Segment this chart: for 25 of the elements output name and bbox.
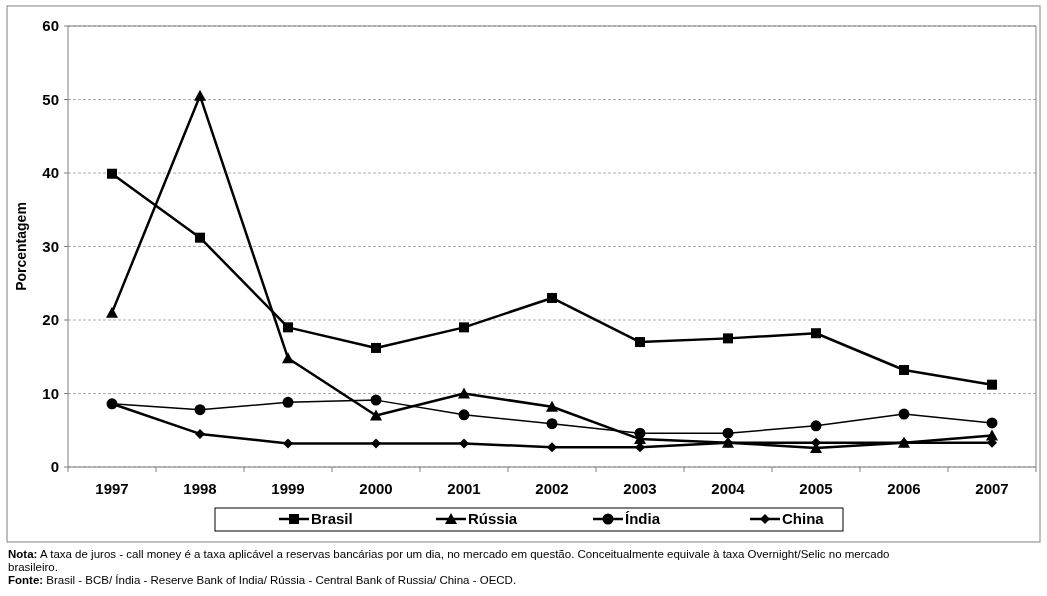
- y-tick-label: 20: [42, 311, 59, 329]
- y-tick-label: 40: [42, 164, 59, 182]
- source-note: Fonte: Brasil - BCB/ Índia - Reserve Bank of India/ Rússia - Central Bank of Russia/ China - OECD.: [8, 574, 517, 586]
- y-tick-label: 30: [42, 237, 59, 255]
- x-tick-label: 2005: [799, 480, 833, 497]
- legend-label: Brasil: [311, 510, 353, 528]
- x-tick-label: 1999: [271, 480, 305, 497]
- x-tick-label: 2003: [623, 480, 657, 497]
- x-tick-label: 2006: [887, 480, 921, 497]
- x-tick-label: 2000: [359, 480, 393, 497]
- y-axis-title: Porcentagem: [13, 202, 29, 291]
- legend-label: Índia: [625, 510, 661, 528]
- x-tick-label: 2004: [711, 480, 746, 497]
- x-tick-label: 1997: [95, 480, 129, 497]
- x-tick-label: 2001: [447, 480, 481, 497]
- y-tick-label: 60: [42, 17, 59, 35]
- legend-label: China: [782, 510, 825, 528]
- y-tick-label: 0: [50, 458, 59, 476]
- y-tick-label: 10: [42, 384, 59, 402]
- x-tick-label: 2007: [975, 480, 1009, 497]
- x-tick-label: 1998: [183, 480, 217, 497]
- legend-label: Rússia: [468, 510, 518, 528]
- x-tick-label: 2002: [535, 480, 569, 497]
- y-tick-label: 50: [42, 90, 59, 108]
- text: Nota: A taxa de juros - call money é a taxa aplicável a reservas bancárias por um dia, no mercado em questão. Conceitualmente equivale à taxa Overnight/Selic no mercado brasileiro.: [8, 548, 890, 573]
